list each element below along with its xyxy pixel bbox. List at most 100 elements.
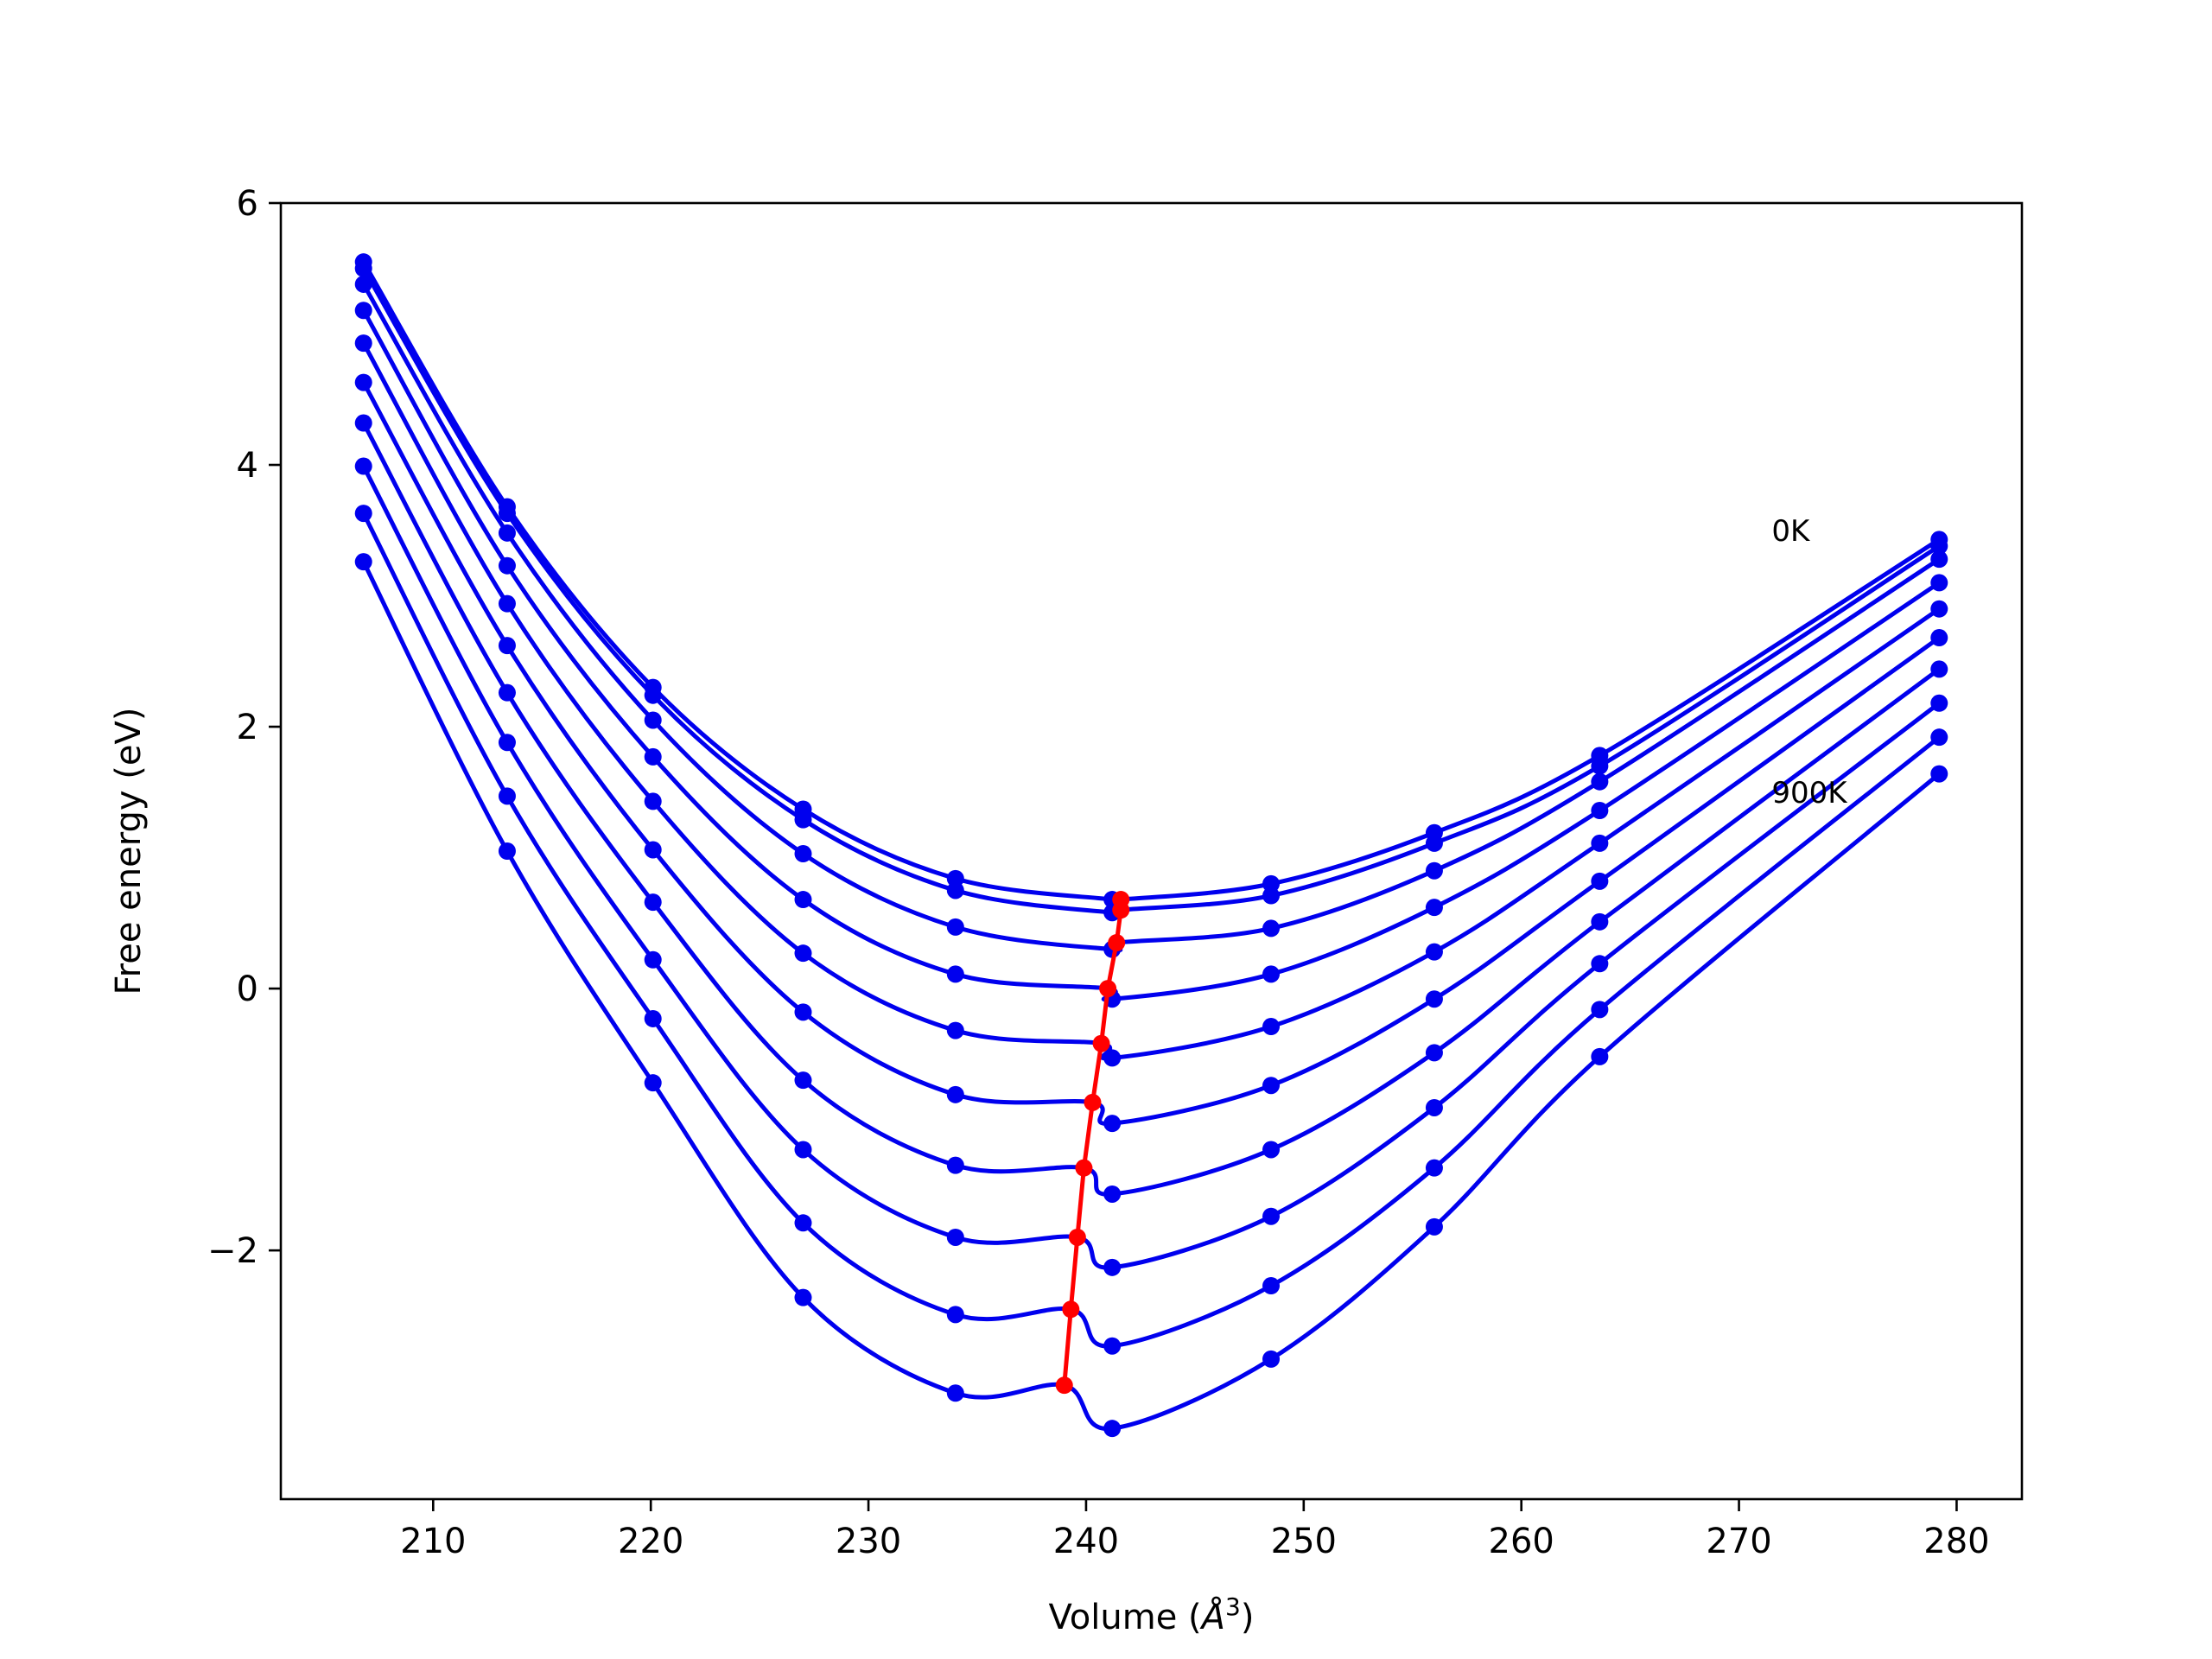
data-point xyxy=(498,842,516,860)
data-point xyxy=(354,259,372,277)
data-point xyxy=(644,747,662,766)
data-point xyxy=(498,734,516,752)
minimum-path-line xyxy=(1062,899,1123,1386)
annotation-label: 0K xyxy=(1771,514,1811,549)
data-point xyxy=(1591,1047,1609,1065)
data-point xyxy=(1930,728,1948,747)
y-tick-label: 0 xyxy=(237,969,258,1009)
data-point xyxy=(498,505,516,523)
x-tick-label: 260 xyxy=(1489,1522,1554,1561)
minimum-point xyxy=(1084,1093,1102,1111)
x-axis-label-unit: Å xyxy=(1199,1596,1225,1637)
data-point xyxy=(1262,1077,1281,1095)
temperature-annotations: 0K 900K xyxy=(1771,514,1848,810)
data-point xyxy=(1262,965,1281,983)
minimum-point xyxy=(1092,1034,1110,1052)
fitted-curves xyxy=(361,260,1941,1431)
data-point xyxy=(946,1085,964,1103)
data-point xyxy=(1591,912,1609,931)
data-point xyxy=(1103,1115,1122,1133)
y-tick-label: 4 xyxy=(237,446,258,486)
data-point xyxy=(1930,660,1948,678)
data-point xyxy=(1930,629,1948,647)
data-point xyxy=(354,505,372,523)
data-point xyxy=(946,1384,964,1402)
minimum-point xyxy=(1055,1376,1073,1395)
data-point xyxy=(1425,1098,1443,1116)
plot-frame xyxy=(279,201,2024,1501)
data-point xyxy=(644,893,662,912)
x-axis-label: Volume (Å3) xyxy=(1049,1592,1255,1637)
data-point xyxy=(644,686,662,704)
x-axis-label-exponent: 3 xyxy=(1225,1592,1241,1621)
fit-curve xyxy=(361,283,1941,952)
data-point xyxy=(644,1074,662,1092)
data-point xyxy=(498,556,516,575)
data-point xyxy=(354,334,372,353)
data-point xyxy=(498,683,516,702)
minimum-point xyxy=(1068,1228,1086,1246)
x-tick-label: 230 xyxy=(836,1522,901,1561)
data-point xyxy=(794,1003,812,1021)
x-tick-label: 220 xyxy=(618,1522,683,1561)
data-point xyxy=(498,787,516,805)
data-point xyxy=(1591,955,1609,973)
x-tick-label: 280 xyxy=(1923,1522,1989,1561)
x-tick-label: 270 xyxy=(1706,1522,1771,1561)
data-point xyxy=(1262,1207,1281,1225)
data-point xyxy=(354,457,372,475)
data-point xyxy=(1103,1337,1122,1355)
data-point xyxy=(946,1228,964,1246)
data-point xyxy=(1930,600,1948,618)
data-point xyxy=(794,1071,812,1090)
data-point xyxy=(644,1009,662,1027)
data-point xyxy=(794,891,812,909)
data-point xyxy=(1262,887,1281,905)
data-point xyxy=(1103,1258,1122,1276)
data-point xyxy=(1930,537,1948,555)
y-tick-label: 6 xyxy=(237,184,258,224)
data-point xyxy=(644,841,662,859)
data-point xyxy=(498,594,516,613)
x-axis-label-prefix: Volume ( xyxy=(1049,1598,1202,1637)
data-point xyxy=(1425,1159,1443,1177)
data-point xyxy=(794,1141,812,1159)
data-point xyxy=(1262,1350,1281,1368)
data-point xyxy=(1930,765,1948,783)
x-axis-ticks: 210 220 230 240 250 260 270 280 xyxy=(400,1499,1990,1561)
data-point xyxy=(1425,943,1443,961)
data-point xyxy=(644,711,662,729)
data-point xyxy=(354,275,372,293)
data-point xyxy=(354,553,372,571)
data-point xyxy=(644,792,662,810)
data-point xyxy=(354,373,372,391)
data-point xyxy=(946,1021,964,1039)
y-axis-label: Free energy (eV) xyxy=(109,708,149,995)
y-axis-ticks: 6 4 2 0 −2 xyxy=(207,184,281,1271)
data-point xyxy=(1425,990,1443,1008)
minimum-point xyxy=(1108,934,1126,952)
data-point xyxy=(1425,1217,1443,1236)
data-point xyxy=(794,1214,812,1232)
minimum-point xyxy=(1062,1300,1080,1319)
minimum-energy-path xyxy=(1055,891,1130,1395)
minimum-point xyxy=(1099,980,1117,998)
data-point xyxy=(946,1156,964,1174)
data-point xyxy=(1103,1049,1122,1067)
x-tick-label: 240 xyxy=(1053,1522,1119,1561)
data-point xyxy=(946,918,964,936)
data-point xyxy=(1425,899,1443,917)
data-point xyxy=(946,1306,964,1324)
data-point xyxy=(1103,1420,1122,1438)
data-point xyxy=(1591,772,1609,791)
x-axis-label-suffix: ) xyxy=(1241,1598,1255,1637)
data-point xyxy=(1425,1044,1443,1062)
annotation-label: 900K xyxy=(1771,776,1848,810)
data-point xyxy=(1103,1185,1122,1203)
data-point xyxy=(1591,802,1609,820)
x-tick-label: 210 xyxy=(400,1522,466,1561)
data-point xyxy=(1262,1277,1281,1295)
data-point xyxy=(794,810,812,829)
data-point xyxy=(946,965,964,983)
